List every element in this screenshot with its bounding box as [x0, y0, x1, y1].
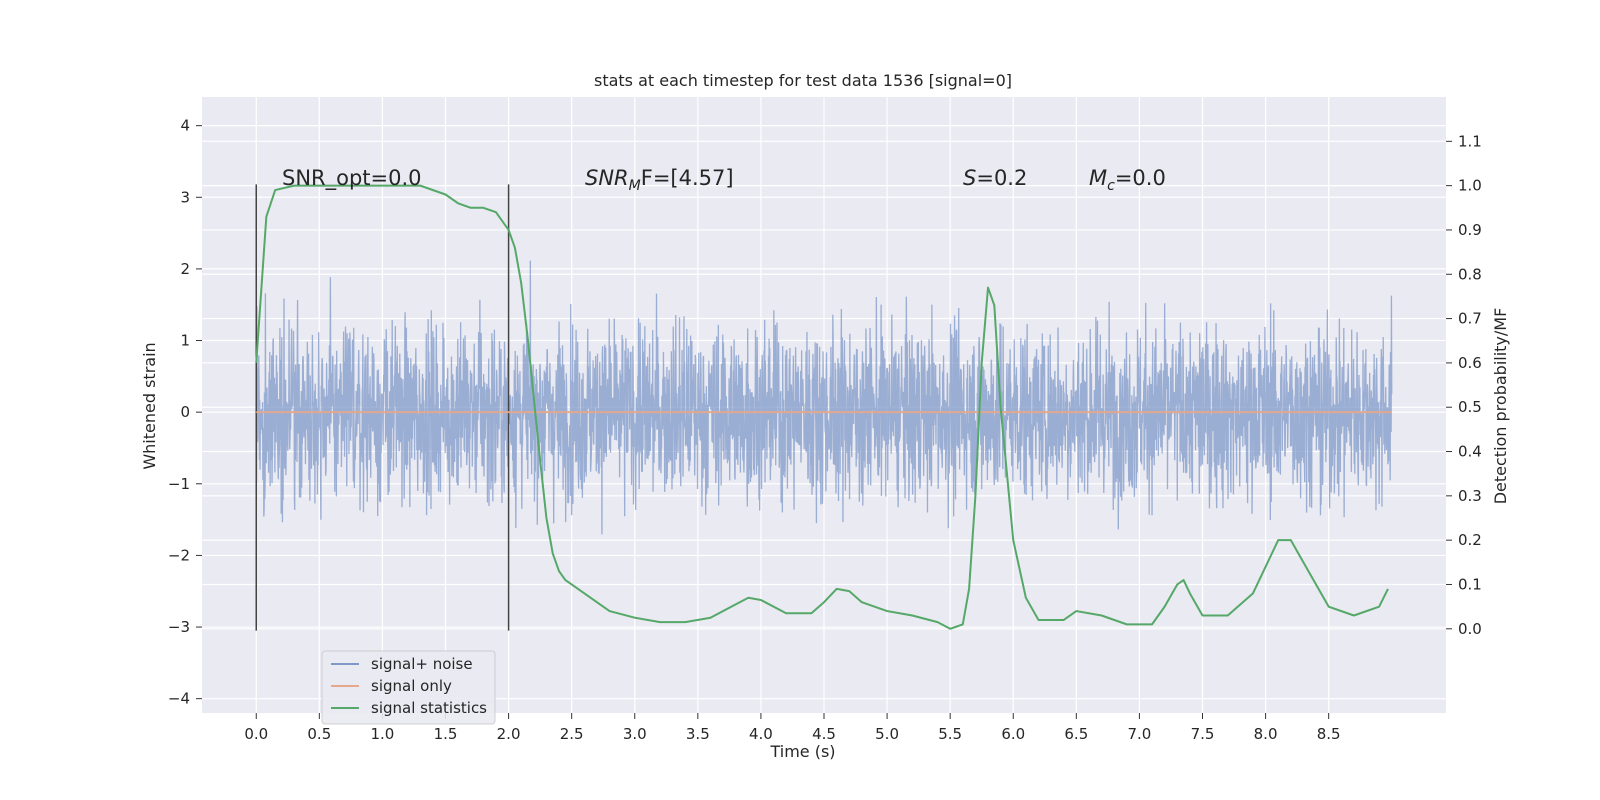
- y-right-tick-label: 0.4: [1458, 443, 1482, 461]
- y-right-tick-label: 0.9: [1458, 221, 1482, 239]
- annotation-mc: Mc=0.0: [1089, 166, 1166, 194]
- y-right-tick-label: 1.1: [1458, 132, 1482, 150]
- legend-label-signal-only: signal only: [371, 677, 452, 695]
- signal-noise-series: [255, 260, 1393, 535]
- legend: signal+ noise signal only signal statist…: [321, 650, 496, 725]
- signal-noise-line: [255, 260, 1393, 535]
- mc-value: =0.0: [1115, 166, 1166, 190]
- y-right-tick-label: 1.0: [1458, 177, 1482, 195]
- y-right-tick-label: 0.2: [1458, 531, 1482, 549]
- x-tick-label: 3.0: [623, 725, 647, 743]
- y-right-tick-label: 0.7: [1458, 310, 1482, 328]
- y-right-tick-label: 0.0: [1458, 620, 1482, 638]
- y-tick-label: 0: [180, 403, 190, 421]
- y-axis-label: Whitened strain: [140, 342, 159, 469]
- x-tick-label: 1.5: [434, 725, 458, 743]
- x-axis-label: Time (s): [769, 742, 835, 761]
- y-axis-left: −4 −3 −2 −1 0 1 2 3 4: [168, 117, 202, 708]
- legend-label-signal-noise: signal+ noise: [371, 655, 473, 673]
- s-symbol: S: [963, 166, 976, 190]
- annotation-snr-opt: SNR_opt=0.0: [282, 166, 422, 191]
- annotation-s: S=0.2: [963, 166, 1027, 190]
- x-tick-label: 8.0: [1254, 725, 1278, 743]
- signal-statistics-line: [255, 184, 1389, 630]
- y-tick-label: −4: [168, 690, 190, 708]
- mc-symbol: M: [1089, 166, 1107, 190]
- y-right-tick-label: 0.8: [1458, 265, 1482, 283]
- x-tick-label: 8.5: [1317, 725, 1341, 743]
- x-tick-label: 3.5: [686, 725, 710, 743]
- snr-mf-symbol: SNR: [585, 166, 629, 190]
- x-tick-label: 1.0: [370, 725, 394, 743]
- y-tick-label: 3: [180, 188, 190, 206]
- y-axis-label-right: Detection probability/MF: [1491, 308, 1510, 505]
- x-tick-label: 7.0: [1127, 725, 1151, 743]
- snr-mf-value: F=[4.57]: [641, 166, 734, 190]
- x-tick-label: 2.0: [497, 725, 521, 743]
- x-tick-label: 4.5: [812, 725, 836, 743]
- legend-label-signal-statistics: signal statistics: [371, 699, 487, 717]
- y-right-tick-label: 0.3: [1458, 487, 1482, 505]
- x-tick-label: 7.5: [1191, 725, 1215, 743]
- y-tick-label: −2: [168, 546, 190, 564]
- y-tick-label: −1: [168, 475, 190, 493]
- y-right-tick-label: 0.5: [1458, 398, 1482, 416]
- y-right-tick-label: 0.6: [1458, 354, 1482, 372]
- x-tick-label: 0.5: [307, 725, 331, 743]
- y-tick-label: 1: [180, 332, 190, 350]
- y-tick-label: −3: [168, 618, 190, 636]
- y-tick-label: 4: [180, 117, 190, 135]
- mc-subscript: c: [1107, 178, 1115, 194]
- x-tick-label: 0.0: [244, 725, 268, 743]
- y-axis-right: 0.0 0.1 0.2 0.3 0.4 0.5 0.6 0.7 0.8 0.9 1.0 1.1: [1446, 132, 1482, 638]
- annotation-snr-mf: SNRMF=[4.57]: [585, 166, 734, 194]
- x-tick-label: 4.0: [749, 725, 773, 743]
- x-tick-label: 2.5: [560, 725, 584, 743]
- y-right-tick-label: 0.1: [1458, 575, 1482, 593]
- x-axis: 0.0 0.5 1.0 1.5 2.0 2.5 3.0 3.5 4.0 4.5 5.0 5.5 6.0 6…: [244, 713, 1341, 743]
- s-value: =0.2: [976, 166, 1027, 190]
- chart-title: stats at each timestep for test data 153…: [594, 71, 1012, 90]
- lines-layer: [255, 184, 1392, 631]
- x-tick-label: 5.5: [938, 725, 962, 743]
- snr-mf-subscript: M: [629, 178, 641, 194]
- x-tick-label: 6.0: [1001, 725, 1025, 743]
- x-tick-label: 5.0: [875, 725, 899, 743]
- x-tick-label: 6.5: [1064, 725, 1088, 743]
- y-tick-label: 2: [180, 260, 190, 278]
- legend-box: [321, 650, 496, 725]
